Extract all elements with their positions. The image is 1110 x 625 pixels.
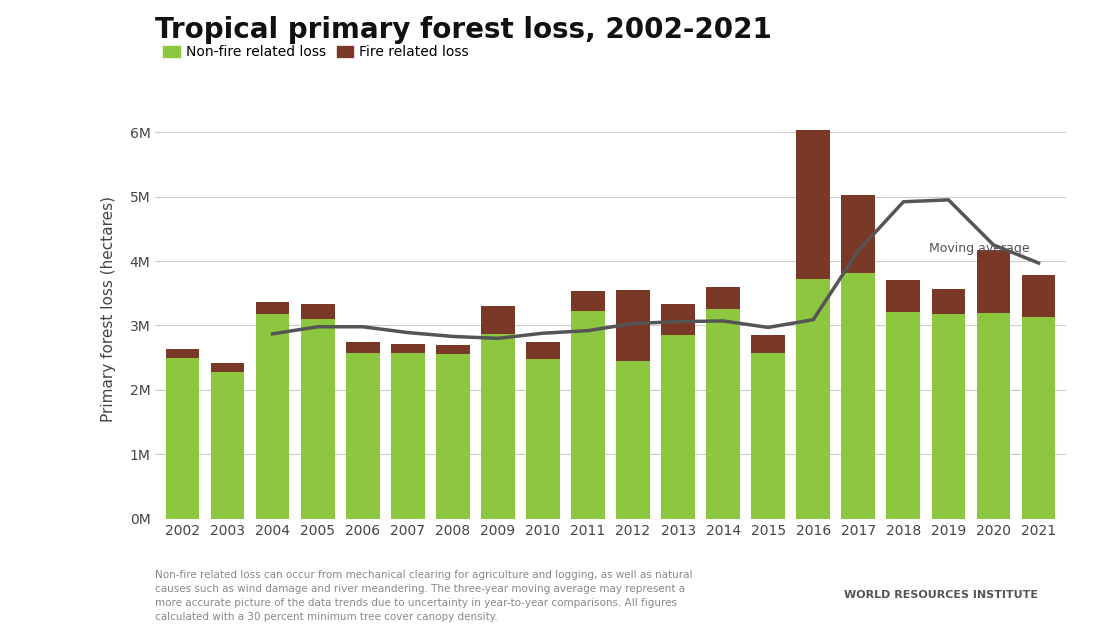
Bar: [887, 281, 920, 312]
Bar: [887, 312, 920, 519]
Bar: [706, 287, 740, 309]
Bar: [796, 130, 830, 279]
Bar: [165, 357, 200, 519]
Bar: [526, 359, 559, 519]
Bar: [751, 352, 785, 519]
Bar: [436, 354, 470, 519]
Bar: [1021, 275, 1056, 317]
Y-axis label: Primary forest loss (hectares): Primary forest loss (hectares): [101, 196, 115, 422]
Bar: [977, 312, 1010, 519]
Bar: [841, 195, 875, 272]
Bar: [751, 334, 785, 352]
Bar: [571, 311, 605, 519]
Bar: [391, 352, 425, 519]
Bar: [211, 364, 244, 372]
Bar: [571, 291, 605, 311]
Bar: [211, 372, 244, 519]
Bar: [255, 302, 290, 314]
Bar: [977, 250, 1010, 312]
Text: Tropical primary forest loss, 2002-2021: Tropical primary forest loss, 2002-2021: [155, 16, 773, 44]
Text: WORLD RESOURCES INSTITUTE: WORLD RESOURCES INSTITUTE: [844, 590, 1038, 600]
Bar: [616, 361, 650, 519]
Bar: [301, 304, 334, 319]
Bar: [931, 289, 966, 314]
Bar: [481, 306, 515, 334]
Bar: [346, 352, 380, 519]
Bar: [706, 309, 740, 519]
Bar: [616, 290, 650, 361]
Bar: [301, 319, 334, 519]
Text: Moving average: Moving average: [929, 242, 1030, 255]
Bar: [481, 334, 515, 519]
Bar: [662, 334, 695, 519]
Bar: [255, 314, 290, 519]
Bar: [1021, 317, 1056, 519]
Bar: [346, 342, 380, 352]
Bar: [662, 304, 695, 334]
Bar: [841, 272, 875, 519]
Bar: [165, 349, 200, 358]
Bar: [931, 314, 966, 519]
Bar: [526, 342, 559, 359]
Bar: [796, 279, 830, 519]
Bar: [391, 344, 425, 352]
Legend: Non-fire related loss, Fire related loss: Non-fire related loss, Fire related loss: [158, 40, 474, 65]
Text: Non-fire related loss can occur from mechanical clearing for agriculture and log: Non-fire related loss can occur from mec…: [155, 570, 693, 622]
Bar: [436, 345, 470, 354]
